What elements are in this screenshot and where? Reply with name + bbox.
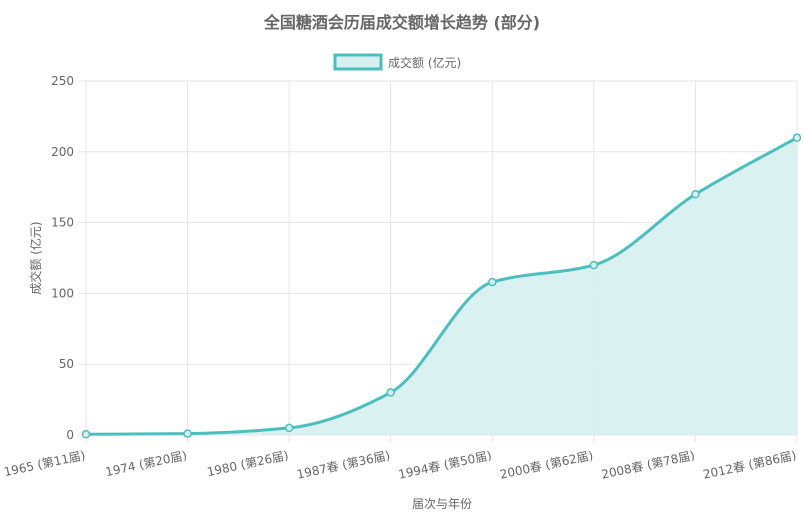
x-tick-label: 1965 (第11届): [3, 448, 87, 479]
x-tick-label: 1974 (第20届): [104, 448, 188, 479]
x-tick-label: 1987春 (第36届): [296, 448, 392, 481]
data-point: [488, 277, 497, 287]
data-point: [81, 430, 91, 439]
x-tick-label: 1980 (第26届): [206, 448, 290, 479]
legend-label: 成交额 (亿元): [388, 55, 461, 70]
y-axis-title: 成交额 (亿元): [28, 221, 43, 294]
series-area: [85, 136, 798, 436]
legend[interactable]: 成交额 (亿元): [333, 53, 461, 71]
legend-swatch: [333, 53, 383, 71]
y-tick-label: 0: [66, 428, 74, 442]
data-point: [284, 423, 294, 433]
series-points: [81, 133, 802, 439]
y-tick-label: 250: [51, 74, 74, 88]
x-tick-label: 2000春 (第62届): [499, 448, 595, 481]
data-point: [183, 429, 192, 438]
x-tick-label: 2008春 (第78届): [600, 448, 696, 481]
data-point: [691, 190, 700, 199]
y-tick-label: 100: [51, 286, 74, 300]
y-tick-label: 200: [51, 145, 74, 159]
series-line: [85, 136, 798, 436]
y-tick-label: 150: [51, 216, 74, 230]
chart-title: 全国糖酒会历届成交额增长趋势 (部分): [263, 13, 540, 32]
x-tick-label: 1994春 (第50届): [397, 448, 493, 481]
x-tick-label: 2012春 (第86届): [702, 448, 798, 481]
data-point: [792, 133, 802, 142]
y-axis-ticks: 0 50 100 150 200 250: [51, 74, 74, 442]
series-area-fill: [86, 137, 797, 435]
data-point: [589, 260, 599, 270]
data-point: [386, 388, 395, 397]
x-axis-title: 届次与年份: [412, 497, 472, 511]
x-axis-ticks: 1965 (第11届) 1974 (第20届) 1980 (第26届) 1987春 (…: [3, 448, 798, 481]
y-tick-label: 50: [59, 357, 74, 371]
